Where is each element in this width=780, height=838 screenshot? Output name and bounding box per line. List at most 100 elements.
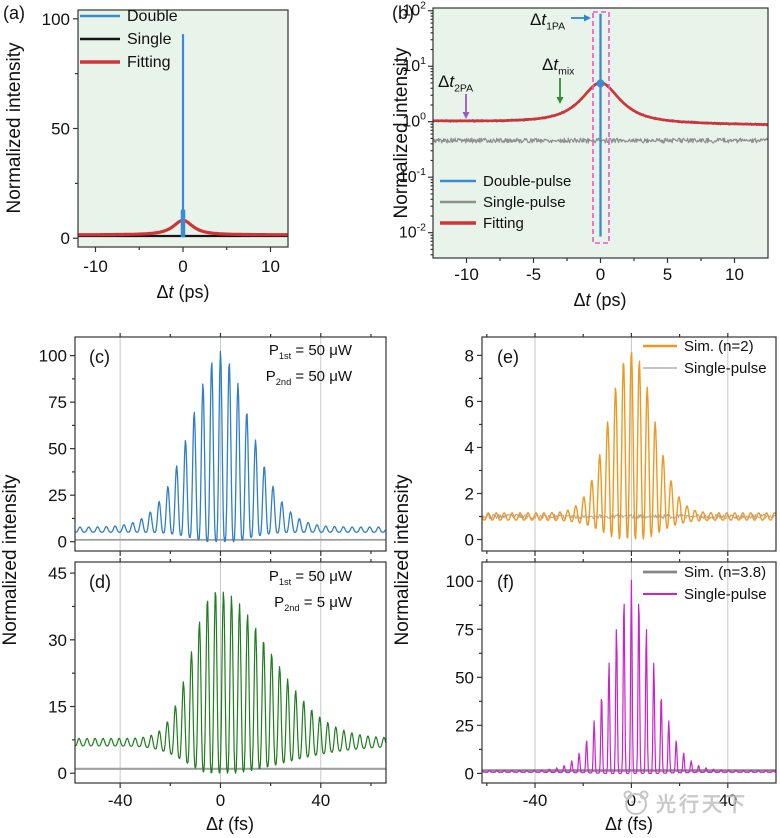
panel-d-power-annotation: P1st = 50 μW P2nd = 5 μW — [269, 568, 353, 613]
svg-text:5: 5 — [663, 265, 672, 284]
svg-text:100: 100 — [42, 10, 70, 29]
panel-a-letter: (a) — [3, 3, 25, 23]
panel-d-y-tick-labels: 0 15 30 45 — [48, 564, 67, 783]
annotation-arrowhead — [584, 14, 591, 22]
panel-f-background — [482, 562, 776, 783]
watermark: 光行天下 — [620, 786, 748, 818]
panel-a-canvas: -10 0 10 0 50 100 (a) Normalized intensity Δt (p… — [3, 3, 290, 302]
svg-text:0: 0 — [465, 530, 474, 549]
svg-text:75: 75 — [48, 393, 67, 412]
svg-text:-10: -10 — [454, 265, 479, 284]
panel-c-gridlines — [119, 337, 322, 551]
svg-text:-5: -5 — [526, 265, 541, 284]
panel-f-series — [481, 579, 776, 774]
panel-c-x-ticks — [119, 333, 372, 556]
panel-c-frame — [74, 336, 387, 552]
annotation-arrowhead — [462, 112, 470, 119]
panel-a-y-tick-labels: 0 50 100 — [42, 10, 70, 248]
power-line: P2nd = 5 μW — [274, 594, 353, 613]
panel-e-y-ticks — [477, 354, 482, 541]
svg-text:40: 40 — [718, 791, 737, 810]
svg-text:25: 25 — [48, 486, 67, 505]
power-line: P2nd = 50 μW — [266, 368, 353, 387]
svg-text:100: 100 — [446, 572, 474, 591]
svg-text:100: 100 — [402, 111, 426, 131]
panel-c-power-annotation: P1st = 50 μW P2nd = 50 μW — [266, 342, 353, 387]
panel-d-x-tick-labels: -40 0 40 — [108, 791, 330, 810]
svg-text:4: 4 — [465, 438, 474, 457]
svg-text:10: 10 — [725, 265, 744, 284]
svg-text:102: 102 — [402, 0, 426, 20]
legend-label: Sim. (n=3.8) — [684, 564, 766, 581]
panel-a-x-tick-labels: -10 0 10 — [83, 257, 280, 276]
panel-b-dashed-box — [592, 11, 610, 244]
panel-a-series — [76, 34, 290, 238]
svg-text:0: 0 — [465, 764, 474, 783]
d-double-pulse-iac-line — [74, 591, 387, 774]
svg-text:25: 25 — [455, 716, 474, 735]
f-single-pulse-iac-line — [481, 579, 776, 774]
svg-text:30: 30 — [48, 631, 67, 650]
svg-text:0: 0 — [61, 229, 70, 248]
panel-f-legend: Sim. (n=3.8) Single-pulse — [643, 564, 767, 603]
panel-b-annotation-mix: Δtmix — [542, 55, 575, 77]
panel-f-frame — [481, 561, 777, 784]
panel-c-y-tick-labels: 0 25 50 75 100 — [39, 347, 67, 552]
panel-b-x-ticks — [465, 258, 736, 263]
panel-f-x-ticks — [486, 558, 729, 788]
svg-text:-40: -40 — [108, 791, 133, 810]
panel-f-x-tick-labels: -40 0 40 — [523, 791, 738, 810]
legend-label: Single-pulse — [483, 194, 566, 211]
panel-e-y-axis-label: Normalized intensity — [392, 474, 413, 646]
panel-b-annotation-2PA: Δt2PA — [438, 72, 473, 94]
legend-label: Single-pulse — [684, 360, 767, 377]
panel-c-letter: (c) — [89, 347, 110, 367]
panel-e-frame — [481, 336, 777, 552]
svg-text:2: 2 — [465, 484, 474, 503]
svg-text:50: 50 — [48, 440, 67, 459]
legend-label: Double — [127, 8, 178, 25]
panel-c-d-canvas: 0 25 50 75 100 (c) Normalized intensity P1st = … — [0, 333, 387, 834]
svg-text:10: 10 — [261, 257, 280, 276]
svg-text:50: 50 — [455, 668, 474, 687]
panel-d-frame — [74, 561, 387, 784]
svg-text:-40: -40 — [523, 791, 548, 810]
panel-a-y-ticks — [73, 18, 78, 239]
svg-text:45: 45 — [48, 564, 67, 583]
panel-f-y-tick-labels: 0 25 50 75 100 — [446, 572, 474, 783]
legend-label: Single — [127, 31, 172, 48]
panel-d-y-ticks — [70, 572, 75, 774]
panel-c-series — [74, 350, 387, 543]
legend-label: Sim. (n=2) — [684, 338, 754, 355]
panel-e-letter: (e) — [497, 347, 519, 367]
svg-text:0: 0 — [627, 791, 636, 810]
c-double-pulse-iac-line — [75, 350, 386, 543]
panel-e-f-canvas: 0 2 4 6 8 (e) Normalized intensity Sim. (n=2) Si… — [392, 333, 777, 834]
panel-a-x-axis-label: Δt (ps) — [156, 282, 209, 302]
legend-label: Fitting — [483, 215, 524, 232]
panel-f-x-axis-label: Δt (fs) — [605, 814, 653, 834]
panel-b-annotation-1PA: Δt1PA — [530, 10, 565, 32]
svg-text:50: 50 — [51, 120, 70, 139]
annotation-arrowhead — [556, 97, 564, 104]
panel-c-y-axis-label: Normalized intensity — [0, 474, 21, 646]
svg-text:75: 75 — [455, 620, 474, 639]
panel-e-x-ticks — [486, 333, 729, 556]
panel-b-y-axis-label: Normalized intensity — [391, 47, 412, 219]
legend-label: Double-pulse — [483, 173, 571, 190]
panel-c-y-ticks — [70, 355, 75, 543]
panel-e-y-tick-labels: 0 2 4 6 8 — [465, 346, 474, 549]
svg-text:8: 8 — [465, 346, 474, 365]
svg-text:0: 0 — [58, 764, 67, 783]
watermark-mascot-icon — [623, 790, 649, 815]
panel-d-x-ticks — [119, 558, 372, 788]
svg-text:6: 6 — [465, 392, 474, 411]
panel-d-series — [74, 591, 387, 774]
svg-text:40: 40 — [311, 791, 330, 810]
panel-a-y-axis-label: Normalized intensity — [4, 42, 25, 214]
panel-a-x-ticks — [94, 247, 272, 252]
legend-label: Fitting — [127, 54, 171, 71]
panel-e-series — [481, 351, 776, 540]
svg-text:101: 101 — [402, 55, 426, 75]
